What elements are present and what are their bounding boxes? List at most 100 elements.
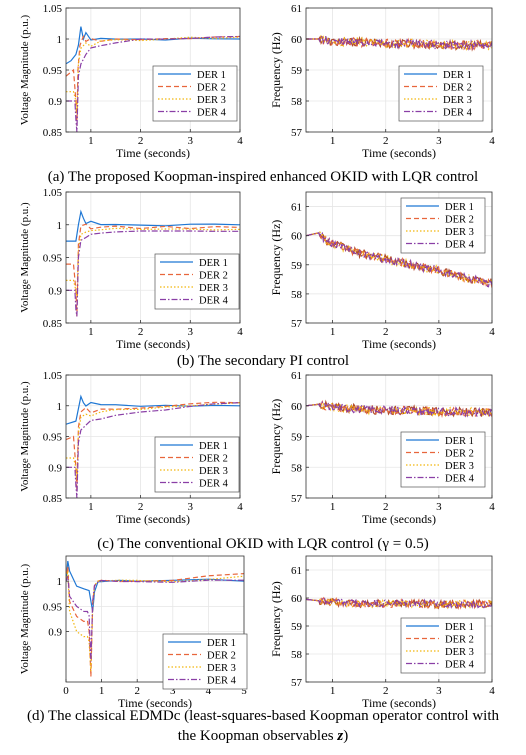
x-tick-label: 3: [170, 685, 176, 697]
legend-label: DER 1: [199, 441, 228, 452]
y-tick-label: 58: [291, 462, 303, 474]
y-tick-label: 1.05: [43, 3, 63, 15]
series-line-der3: [306, 401, 492, 419]
x-tick-label: 3: [436, 326, 442, 338]
legend-label: DER 3: [197, 95, 226, 106]
x-tick-label: 4: [489, 326, 495, 338]
y-tick-label: 1.05: [43, 187, 63, 199]
legend-label: DER 4: [445, 240, 475, 251]
y-tick-label: 1: [57, 576, 63, 588]
x-axis-label: Time (seconds): [362, 337, 436, 351]
x-tick-label: 4: [489, 685, 495, 697]
legend-label: DER 1: [445, 436, 474, 447]
legend-label: DER 2: [197, 83, 226, 94]
legend-label: DER 4: [199, 296, 229, 307]
x-tick-label: 1: [330, 135, 336, 147]
y-tick-label: 59: [291, 260, 303, 272]
x-tick-label: 5: [241, 685, 247, 697]
y-tick-label: 58: [291, 96, 303, 108]
series-line-der4: [306, 400, 492, 418]
legend-label: DER 4: [197, 108, 227, 119]
x-tick-label: 1: [330, 326, 336, 338]
x-tick-label: 4: [206, 685, 212, 697]
y-tick-label: 0.95: [43, 65, 63, 77]
legend-label: DER 2: [445, 449, 474, 460]
x-tick-label: 3: [188, 501, 194, 513]
series-line-der4: [306, 232, 492, 288]
y-tick-label: 1: [57, 220, 63, 232]
series-line-der1: [66, 209, 240, 242]
caption-d-line2: the Koopman observables z): [0, 727, 526, 746]
x-tick-label: 4: [489, 135, 495, 147]
chart-c-voltage: 1 2 3 4 0.85 0.9 0.95 1 1.05 Time (seconds) Voltag…: [19, 370, 243, 526]
legend-label: DER 2: [443, 83, 472, 94]
x-tick-label: 2: [138, 326, 144, 338]
y-tick-label: 59: [291, 621, 303, 633]
legend-label: DER 1: [445, 622, 474, 633]
y-axis-label: Voltage Magnitude (p.u.): [19, 14, 31, 125]
x-tick-label: 4: [237, 135, 243, 147]
caption-d-text3: ): [343, 728, 349, 744]
y-tick-label: 0.85: [43, 318, 63, 330]
y-tick-label: 57: [291, 493, 303, 505]
y-tick-label: 59: [291, 65, 303, 77]
series-line-der2: [66, 401, 240, 492]
legend-label: DER 2: [199, 454, 228, 465]
series-line-der2: [66, 223, 240, 317]
y-tick-label: 0.9: [48, 285, 62, 297]
series-line-der4: [66, 35, 240, 132]
x-tick-label: 2: [138, 501, 144, 513]
y-tick-label: 58: [291, 649, 303, 661]
caption-d-line1: (d) The classical EDMDc (least-squares-b…: [0, 707, 526, 726]
y-axis-label: Voltage Magnitude (p.u.): [19, 563, 31, 674]
chart-b-frequency: 1 2 3 4 57 58 59 60 61 Time (seconds) Frequency (H…: [269, 191, 495, 351]
legend-label: DER 4: [443, 108, 473, 119]
legend-label: DER 3: [443, 95, 472, 106]
y-tick-label: 1: [57, 401, 63, 413]
caption-a-text: (a) The proposed Koopman-inspired enhanc…: [47, 169, 479, 185]
legend-label: DER 3: [199, 466, 228, 477]
y-tick-label: 0.9: [48, 462, 62, 474]
series-line-der2: [66, 566, 244, 677]
series-line-der2: [66, 34, 240, 126]
legend-label: DER 1: [443, 70, 472, 81]
y-tick-label: 61: [291, 202, 302, 214]
legend-label: DER 1: [197, 70, 226, 81]
x-tick-label: 2: [383, 135, 389, 147]
y-tick-label: 59: [291, 432, 303, 444]
y-axis-label: Frequency (Hz): [269, 581, 283, 657]
y-tick-label: 0.95: [43, 601, 63, 613]
x-tick-label: 1: [88, 326, 94, 338]
x-tick-label: 4: [489, 501, 495, 513]
y-axis-label: Frequency (Hz): [269, 220, 283, 296]
x-tick-label: 2: [383, 685, 389, 697]
caption-d-symbol: z: [337, 728, 344, 744]
x-tick-label: 3: [436, 501, 442, 513]
y-tick-label: 61: [291, 370, 302, 382]
x-tick-label: 2: [138, 135, 144, 147]
x-tick-label: 1: [330, 501, 336, 513]
series-line-der4: [66, 230, 240, 317]
y-tick-label: 1.05: [43, 370, 63, 382]
x-tick-label: 2: [383, 326, 389, 338]
plot-frame: [305, 191, 493, 324]
y-tick-label: 60: [291, 401, 303, 413]
series-line-der4: [306, 34, 492, 51]
x-axis-label: Time (seconds): [362, 146, 436, 160]
legend-label: DER 2: [199, 271, 228, 282]
y-tick-label: 1: [57, 34, 63, 46]
y-tick-label: 57: [291, 127, 303, 139]
caption-d-text2: the Koopman observables: [177, 728, 338, 744]
y-tick-label: 57: [291, 318, 303, 330]
legend-label: DER 2: [207, 651, 236, 662]
y-tick-label: 61: [291, 565, 302, 577]
y-tick-label: 58: [291, 289, 303, 301]
series-line-der4: [66, 402, 240, 498]
series-line-der3: [66, 402, 240, 480]
y-axis-label: Frequency (Hz): [269, 399, 283, 475]
